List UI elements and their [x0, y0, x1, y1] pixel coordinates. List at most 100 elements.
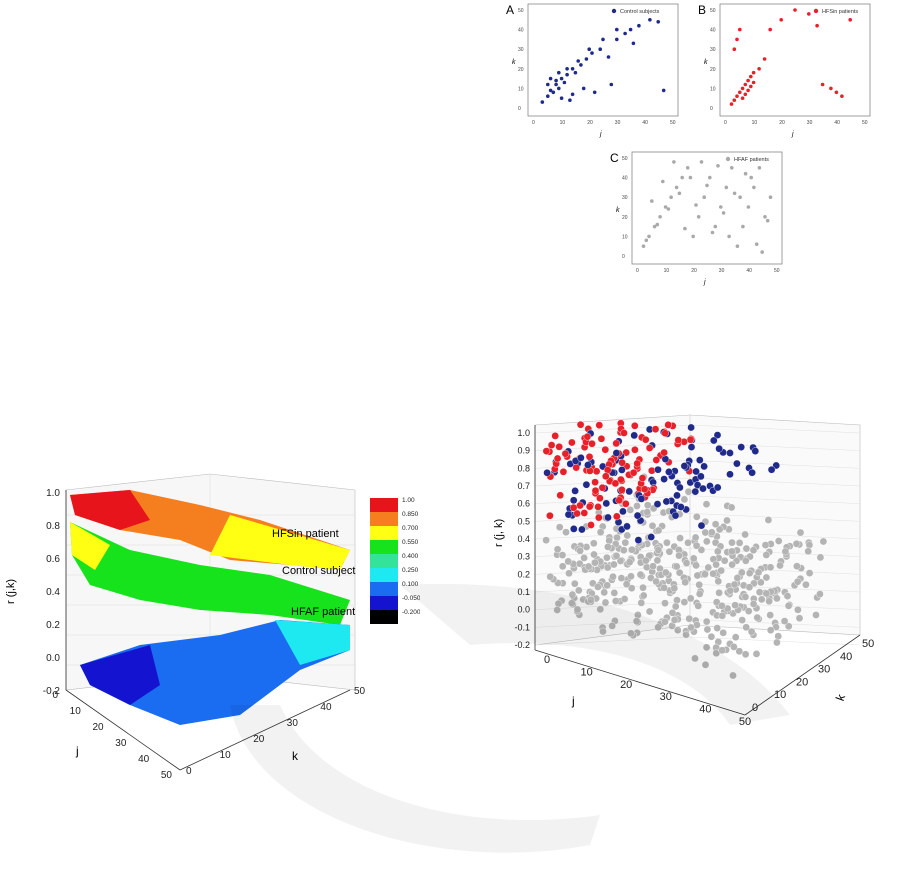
hfaf-point [816, 590, 824, 598]
control-point [661, 455, 670, 463]
control-point [709, 436, 718, 445]
hfaf-point [573, 605, 582, 614]
hfaf-point [720, 556, 729, 565]
hfaf-point [793, 577, 802, 586]
data-point [746, 205, 751, 209]
x-tick-label: 0 [532, 120, 535, 126]
colorbar-label: 0.250 [402, 567, 419, 574]
control-point [623, 522, 631, 531]
hfaf-point [681, 578, 689, 587]
hfaf-point [728, 560, 736, 569]
hfaf-point [707, 528, 716, 537]
hfsin-point [620, 429, 628, 437]
data-point [656, 20, 660, 24]
hfaf-point [660, 583, 668, 592]
data-point [729, 102, 734, 106]
data-point [710, 230, 715, 235]
y-tick-label: 50 [622, 156, 628, 162]
x-tick-label: 30 [615, 120, 621, 126]
y-tick-label: 0.1 [517, 587, 530, 597]
data-point [570, 92, 575, 97]
data-point [746, 88, 750, 93]
hfsin-point [591, 478, 599, 486]
hfaf-point [762, 589, 771, 598]
data-point [658, 215, 662, 219]
hfaf-point [735, 647, 744, 656]
hfaf-point [620, 595, 629, 603]
hfaf-point [692, 513, 701, 521]
j-tick-label: 30 [115, 738, 127, 749]
hfsin-point [597, 434, 606, 443]
k-axis [744, 634, 861, 716]
hfaf-point [684, 538, 692, 547]
hfaf-point [637, 599, 646, 607]
j-tick-label: 10 [70, 706, 82, 717]
hfsin-point [598, 483, 607, 492]
hfaf-point [805, 541, 814, 549]
hfaf-point [612, 552, 621, 560]
j-axis-label: j [75, 744, 79, 758]
scatter-points [729, 8, 852, 106]
control-point [677, 503, 685, 511]
data-point [719, 205, 723, 209]
hfaf-point [673, 596, 681, 604]
hfaf-point [601, 598, 610, 607]
hfaf-point [663, 538, 671, 547]
hfaf-point [773, 594, 781, 603]
y-tick-label: 0.2 [46, 620, 60, 631]
data-point [598, 47, 602, 51]
colorbar-swatch [370, 554, 398, 568]
data-point [696, 215, 701, 219]
hfaf-point [542, 536, 550, 544]
hfsin-point [629, 468, 638, 477]
hfaf-point [670, 584, 679, 593]
y-tick-label: 0.8 [517, 463, 530, 473]
control-point [662, 497, 671, 506]
data-point [749, 84, 753, 89]
data-point [793, 8, 797, 12]
data-point [763, 215, 767, 219]
hfaf-point [728, 538, 736, 547]
control-point [584, 461, 592, 469]
hfaf-point [709, 569, 717, 578]
hfaf-point [707, 632, 716, 641]
x-tick-label: 10 [752, 120, 758, 126]
hfaf-point [639, 583, 647, 592]
legend-marker [725, 156, 731, 162]
hfaf-point [673, 626, 682, 634]
x-tick-label: 0 [724, 120, 727, 126]
k-tick-label: 20 [796, 676, 808, 688]
colorbar-label: -0.200 [402, 609, 420, 616]
data-point [650, 199, 654, 203]
x-tick-label: 40 [834, 120, 840, 126]
panel-letter: B [698, 3, 706, 17]
scatter3d-plot: 1.0 0.9 0.8 0.7 0.6 0.5 0.4 0.3 0.2 0.1 0.0 -0.1 -0.… [490, 405, 890, 728]
data-point [669, 195, 673, 199]
hfaf-point [619, 546, 628, 554]
control-point [700, 462, 708, 471]
control-point [676, 483, 684, 492]
hfsin-point [591, 486, 600, 495]
panel-letter: C [610, 151, 619, 165]
hfaf-point [661, 568, 670, 577]
hfaf-point [553, 545, 562, 554]
y-tick-label: 0.2 [517, 569, 530, 579]
colorbar-swatch [370, 568, 398, 582]
scatter3d-points [542, 419, 828, 680]
hfaf-point [761, 541, 770, 549]
x-axis-label: j [791, 131, 794, 138]
hfaf-point [701, 570, 709, 579]
hfaf-point [647, 574, 655, 582]
data-point [674, 185, 679, 190]
control-point [665, 468, 673, 476]
hfsin-point [664, 421, 672, 429]
data-point [732, 98, 737, 102]
hfaf-point [692, 561, 700, 570]
hfaf-point [695, 590, 704, 598]
data-point [666, 207, 671, 211]
j-tick-labels: 0 10 20 30 40 50 [52, 690, 172, 781]
y-tick-label: 30 [622, 195, 628, 201]
x-tick-label: 40 [642, 120, 648, 126]
hfaf-point [628, 545, 636, 554]
hfsin-point [645, 444, 654, 452]
